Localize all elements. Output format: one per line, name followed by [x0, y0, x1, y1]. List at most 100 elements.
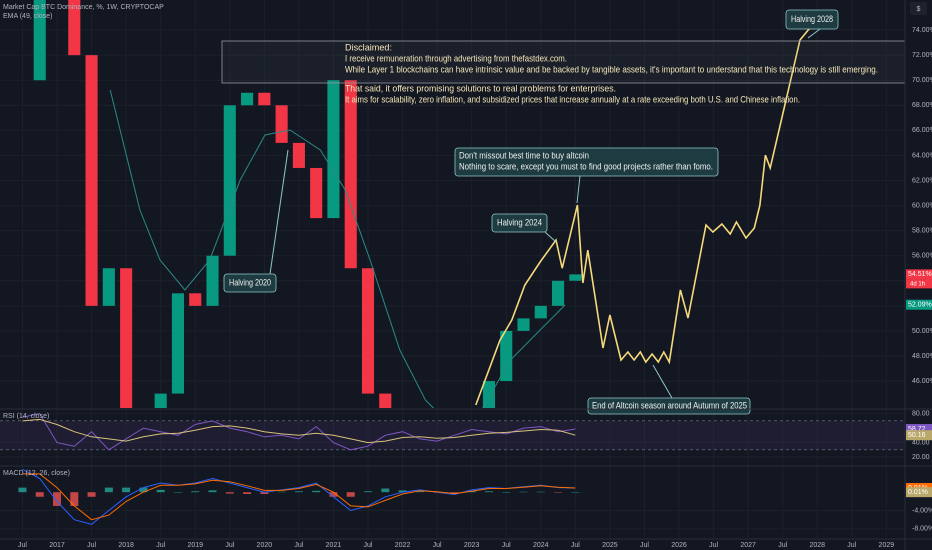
histogram-bar: [484, 491, 493, 493]
candle: [206, 255, 219, 306]
candle: [569, 274, 582, 281]
x-tick-label: Jul: [709, 542, 718, 549]
histogram-bar: [450, 492, 459, 494]
candle: [223, 105, 236, 256]
y-tick-label: -4.00%: [912, 507, 932, 514]
candle: [68, 0, 81, 56]
y-tick-label: 68.00%: [912, 102, 932, 109]
last-value-label: 58.72: [908, 426, 926, 433]
last-value-marker: [906, 299, 932, 310]
axes: Jul 2017 Jul 2018 Jul 2019 Jul 2020 Jul 2021 Jul 20…: [18, 27, 932, 549]
candle: [534, 305, 547, 319]
histogram-bar: [519, 491, 528, 493]
callout-pointer: [807, 28, 821, 39]
annotation-text: Halving 2020: [229, 278, 271, 289]
histogram-bar: [208, 490, 217, 493]
annotation-text: End of Altcoin season around Autumn of 2…: [592, 401, 747, 412]
x-tick-label: 2023: [464, 542, 480, 549]
candle: [310, 167, 323, 219]
histogram-bar: [364, 491, 373, 493]
histogram-bar: [225, 492, 234, 494]
candle: [552, 280, 565, 306]
chart-title: Market Cap BTC Dominance, %, 1W, CRYPTOC…: [3, 4, 164, 11]
annotation-text: It aims for scalability, zero inflation,…: [345, 95, 800, 106]
candle: [154, 393, 167, 408]
histogram-bar: [502, 492, 511, 493]
x-tick-label: Jul: [156, 542, 165, 549]
countdown: 4d 1h: [910, 281, 925, 287]
y-tick-label: 20.00: [912, 454, 930, 461]
annotation-text: Don't missout best time to buy altcoin: [459, 151, 589, 162]
y-tick-label: 66.00%: [912, 127, 932, 134]
histogram-bar: [294, 491, 303, 493]
histogram-bar: [415, 491, 424, 493]
y-tick-label: 64.00%: [912, 152, 932, 159]
annotation-text: Disclaimed:: [345, 43, 392, 54]
callout-box: [454, 147, 719, 177]
histogram-bar: [18, 487, 27, 493]
x-tick-label: 2025: [602, 542, 618, 549]
indicator-legend: EMA (49, close): [3, 13, 52, 20]
histogram-bar: [571, 492, 580, 493]
candle: [33, 0, 46, 81]
currency-label[interactable]: $: [917, 6, 921, 13]
candle: [102, 268, 115, 306]
y-tick-label: 56.00%: [912, 253, 932, 260]
candle: [241, 92, 254, 106]
histogram-bar: [156, 489, 165, 493]
candle: [517, 318, 530, 331]
candle: [292, 142, 305, 168]
candle: [189, 293, 202, 306]
x-tick-label: 2027: [740, 542, 756, 549]
disclaimer-box: [221, 40, 906, 84]
x-tick-label: Jul: [502, 542, 511, 549]
last-value-marker: [906, 424, 932, 435]
histogram-bar: [260, 492, 269, 495]
x-tick-label: Jul: [847, 542, 856, 549]
callout-box: [223, 273, 277, 293]
candle: [171, 293, 185, 394]
x-tick-label: Jul: [571, 542, 580, 549]
x-tick-label: Jul: [294, 542, 303, 549]
histogram-bar: [104, 487, 113, 493]
last-value-label: 52.09%: [908, 302, 932, 309]
callout-box: [491, 213, 548, 233]
histogram-bar: [173, 492, 182, 493]
histogram-bar: [191, 491, 200, 493]
x-tick-label: 2021: [326, 542, 342, 549]
histogram-bar: [122, 487, 131, 493]
x-tick-label: Jul: [87, 542, 96, 549]
histogram-bar: [277, 491, 286, 493]
annotation-text: While Layer 1 blockchains can have intri…: [345, 65, 878, 76]
histogram-bar: [312, 490, 321, 493]
annotations: Disclaimed:I receive remuneration throug…: [221, 9, 906, 415]
last-value-label: 54.51%: [908, 271, 932, 278]
currency-button[interactable]: [910, 2, 927, 15]
last-value-label: 50.16: [908, 432, 926, 439]
annotation-text: Halving 2024: [497, 218, 542, 229]
x-tick-label: 2020: [257, 542, 273, 549]
callout-pointer: [576, 175, 581, 204]
candle: [344, 80, 357, 269]
candle: [361, 268, 375, 394]
x-tick-label: Jul: [778, 542, 787, 549]
macd-pane: [18, 468, 580, 525]
annotation-text: Halving 2028: [791, 14, 833, 25]
histogram-bar: [346, 492, 355, 497]
histogram-bar: [53, 492, 62, 506]
last-value-marker: [906, 269, 932, 280]
candle: [327, 80, 340, 219]
annotation-text: That said, it offers promising solutions…: [345, 84, 616, 95]
x-tick-label: Jul: [364, 542, 373, 549]
y-tick-label: 60.00%: [912, 202, 932, 209]
histogram-bar: [35, 492, 44, 497]
annotation-text: Nothing to scare, except you must to fin…: [459, 162, 713, 173]
y-tick-label: 48.00%: [912, 353, 932, 360]
y-tick-label: 70.00%: [912, 77, 932, 84]
histogram-bar: [243, 492, 252, 495]
candle: [500, 330, 513, 382]
rsi-pane: [0, 413, 905, 451]
y-tick-label: 72.00%: [912, 52, 932, 59]
price-pane: [33, 0, 814, 408]
